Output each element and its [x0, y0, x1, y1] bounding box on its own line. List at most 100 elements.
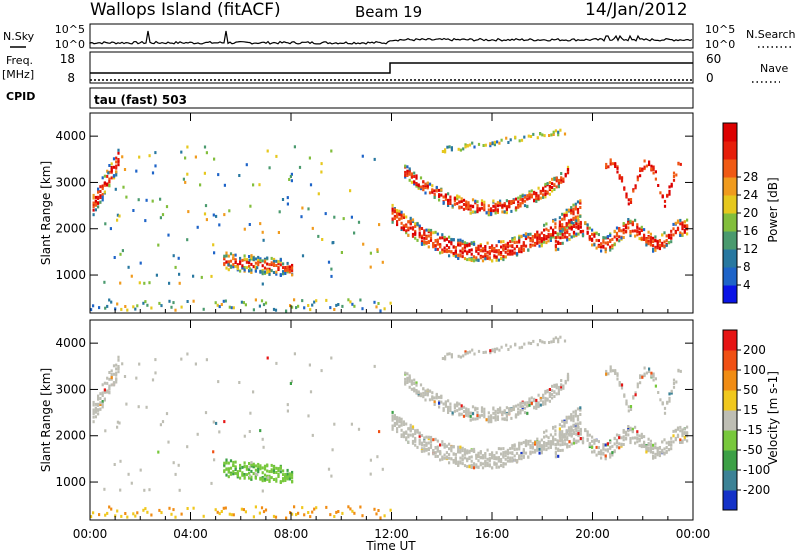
range-gate-cell: [107, 171, 110, 175]
range-gate-cell: [546, 182, 549, 185]
range-gate-cell: [559, 449, 562, 452]
range-gate-cell: [115, 373, 118, 377]
range-gate-cell: [106, 376, 109, 380]
range-gate-cell: [588, 226, 591, 230]
range-gate-cell: [389, 301, 392, 305]
range-gate-cell: [468, 350, 472, 354]
range-gate-cell: [492, 209, 495, 213]
range-gate-cell: [634, 391, 637, 395]
range-gate-cell: [259, 257, 262, 261]
range-gate-cell: [186, 352, 189, 356]
range-gate-cell: [540, 244, 543, 248]
range-gate-cell: [535, 199, 538, 203]
range-gate-cell: [266, 262, 269, 266]
range-gate-cell: [504, 454, 507, 458]
range-gate-cell: [468, 450, 471, 454]
range-gate-cell: [196, 432, 199, 436]
range-gate-cell: [92, 400, 95, 404]
range-gate-cell: [229, 265, 233, 269]
range-gate-cell: [450, 240, 453, 244]
range-gate-cell: [436, 238, 439, 242]
range-gate-cell: [444, 404, 447, 408]
range-gate-cell: [484, 143, 487, 147]
range-gate-cell: [490, 207, 493, 211]
range-gate-cell: [470, 248, 473, 252]
range-gate-cell: [424, 191, 427, 195]
range-gate-cell: [576, 423, 580, 427]
range-gate-cell: [104, 306, 107, 310]
range-gate-cell: [428, 398, 432, 402]
range-gate-cell: [396, 220, 399, 224]
range-gate-cell: [570, 425, 573, 429]
range-gate-cell: [424, 186, 427, 190]
range-gate-cell: [559, 128, 562, 132]
range-gate-cell: [643, 440, 646, 444]
range-gate-cell: [535, 406, 538, 410]
range-gate-cell: [428, 191, 432, 195]
range-gate-cell: [444, 400, 447, 404]
range-gate-cell: [579, 408, 582, 412]
range-gate-cell: [440, 395, 443, 399]
range-gate-cell: [484, 350, 487, 354]
range-gate-cell: [544, 182, 547, 186]
range-gate-cell: [261, 471, 264, 475]
range-gate-cell: [639, 169, 642, 173]
range-gate-cell: [422, 387, 425, 391]
range-gate-cell: [561, 212, 564, 216]
range-gate-cell: [488, 453, 491, 456]
range-gate-cell: [613, 442, 616, 446]
range-gate-cell: [517, 200, 520, 204]
range-gate-cell: [555, 386, 558, 390]
range-gate-cell: [420, 449, 424, 453]
range-gate-cell: [445, 444, 448, 448]
range-gate-cell: [679, 438, 682, 442]
range-gate-cell: [513, 458, 516, 462]
range-gate-cell: [258, 183, 261, 187]
range-gate-cell: [448, 447, 451, 451]
range-gate-cell: [453, 409, 456, 413]
range-gate-cell: [429, 231, 433, 235]
range-gate-cell: [683, 220, 686, 224]
range-gate-cell: [116, 509, 119, 513]
beam-label: Beam 19: [355, 3, 422, 21]
range-gate-cell: [229, 252, 233, 256]
range-gate-cell: [472, 466, 476, 470]
range-gate-cell: [652, 165, 655, 169]
range-gate-cell: [543, 228, 546, 232]
range-gate-cell: [506, 245, 509, 249]
range-gate-cell: [404, 164, 407, 168]
range-gate-cell: [97, 402, 100, 406]
range-gate-cell: [519, 195, 522, 199]
range-gate-cell: [457, 147, 460, 151]
range-gate-cell: [447, 192, 450, 196]
range-gate-cell: [460, 404, 463, 408]
range-gate-cell: [416, 429, 419, 433]
range-gate-cell: [313, 300, 316, 304]
range-gate-cell: [494, 202, 497, 206]
range-gate-cell: [441, 440, 444, 444]
range-gate-cell: [264, 508, 268, 512]
range-gate-cell: [663, 447, 666, 451]
range-gate-cell: [427, 447, 430, 451]
range-gate-cell: [577, 439, 580, 443]
range-gate-cell: [553, 177, 556, 181]
range-gate-cell: [465, 206, 468, 210]
range-gate-cell: [559, 229, 562, 233]
range-gate-cell: [566, 238, 569, 242]
range-gate-cell: [591, 243, 594, 247]
range-gate-cell: [472, 255, 476, 259]
range-gate-cell: [443, 235, 446, 239]
range-gate-cell: [426, 388, 429, 392]
range-gate-cell: [509, 345, 512, 349]
range-gate-cell: [494, 409, 497, 413]
range-gate-cell: [428, 182, 432, 186]
range-gate-cell: [441, 457, 444, 461]
range-gate-cell: [559, 443, 562, 447]
range-gate-cell: [515, 252, 519, 256]
range-gate-cell: [643, 372, 646, 376]
range-gate-cell: [391, 424, 394, 428]
range-gate-cell: [351, 302, 354, 306]
range-gate-cell: [494, 211, 497, 215]
range-gate-cell: [406, 174, 409, 177]
range-gate-cell: [222, 506, 225, 510]
